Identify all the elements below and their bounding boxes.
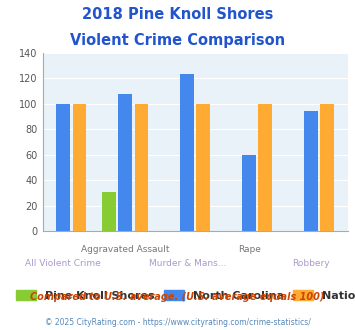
Bar xyxy=(180,75,194,231)
Bar xyxy=(304,111,318,231)
Bar xyxy=(242,155,256,231)
Text: © 2025 CityRating.com - https://www.cityrating.com/crime-statistics/: © 2025 CityRating.com - https://www.city… xyxy=(45,318,310,327)
Text: Violent Crime Comparison: Violent Crime Comparison xyxy=(70,33,285,48)
Bar xyxy=(102,191,116,231)
Text: Aggravated Assault: Aggravated Assault xyxy=(81,245,169,254)
Bar xyxy=(321,104,334,231)
Legend: Pine Knoll Shores, North Carolina, National: Pine Knoll Shores, North Carolina, Natio… xyxy=(16,290,355,301)
Text: Robbery: Robbery xyxy=(292,259,330,268)
Text: Compared to U.S. average. (U.S. average equals 100): Compared to U.S. average. (U.S. average … xyxy=(30,292,325,302)
Bar xyxy=(72,104,86,231)
Bar xyxy=(196,104,210,231)
Bar xyxy=(135,104,148,231)
Bar xyxy=(119,93,132,231)
Text: Murder & Mans...: Murder & Mans... xyxy=(148,259,226,268)
Text: 2018 Pine Knoll Shores: 2018 Pine Knoll Shores xyxy=(82,7,273,21)
Bar xyxy=(56,104,70,231)
Bar xyxy=(258,104,272,231)
Text: All Violent Crime: All Violent Crime xyxy=(26,259,101,268)
Text: Rape: Rape xyxy=(238,245,261,254)
